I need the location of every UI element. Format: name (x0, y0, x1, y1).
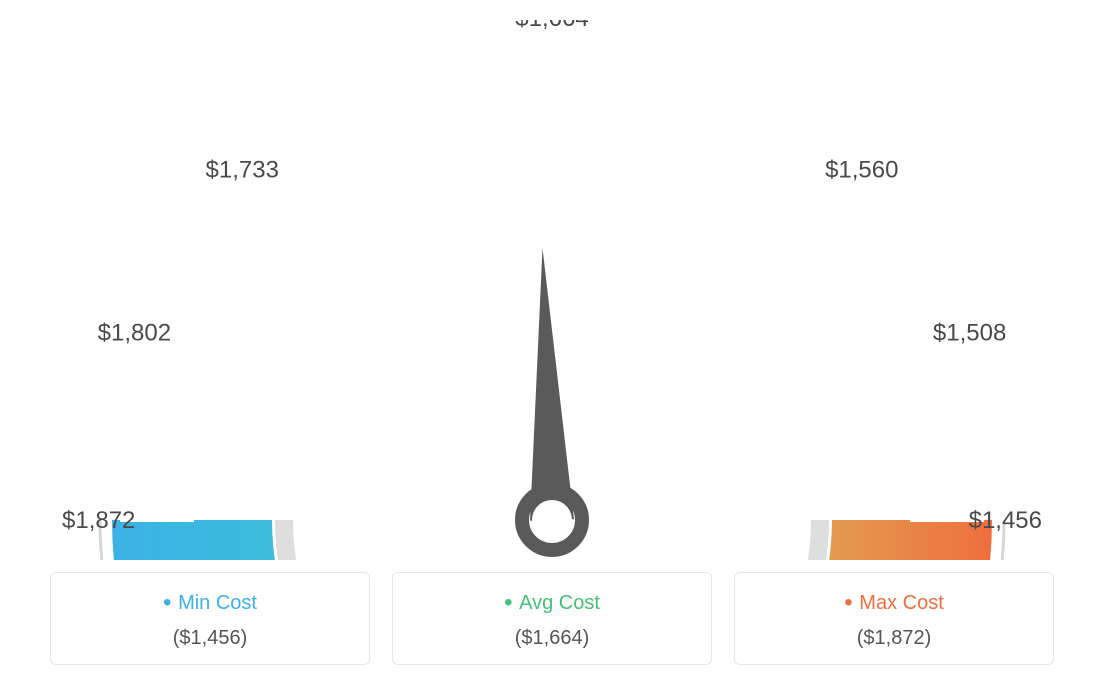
tick-minor (202, 267, 238, 293)
gauge-svg: $1,456 $1,508 $1,560 $1,664 $1,733 $1,802 $1,8… (42, 20, 1062, 560)
tick-minor (140, 389, 182, 402)
legend-avg-value: ($1,664) (393, 627, 711, 650)
tick-minor (121, 487, 165, 490)
legend-max-value: ($1,872) (735, 627, 1053, 650)
tick-minor (867, 267, 903, 293)
legend-min-value: ($1,456) (51, 627, 369, 650)
tick-major (247, 215, 299, 267)
gauge-chart: $1,456 $1,508 $1,560 $1,664 $1,733 $1,802 $1,8… (42, 20, 1062, 560)
tick-major (805, 215, 857, 267)
tick-minor (672, 109, 686, 151)
tick-minor (939, 487, 983, 490)
tick-label: $1,456 (969, 507, 1042, 534)
tick-label: $1,508 (933, 319, 1006, 346)
tick-minor (922, 389, 964, 402)
tick-minor (728, 135, 748, 174)
legend-card-min: Min Cost ($1,456) (50, 572, 370, 665)
legend-max-label: Max Cost (735, 589, 1053, 617)
tick-minor (484, 93, 491, 136)
tick-major (151, 358, 220, 386)
legend-avg-label: Avg Cost (393, 589, 711, 617)
tick-minor (847, 240, 881, 269)
tick-label: $1,802 (98, 319, 171, 346)
tick-minor (613, 93, 620, 136)
legend-min-label: Min Cost (51, 589, 369, 617)
needle (530, 248, 574, 521)
tick-minor (884, 296, 922, 319)
tick-minor (356, 135, 376, 174)
tick-minor (935, 454, 978, 461)
tick-major (884, 358, 953, 386)
tick-minor (419, 109, 433, 151)
tick-minor (780, 171, 806, 207)
legend-card-max: Max Cost ($1,872) (734, 572, 1054, 665)
needle-hub-inner (532, 500, 572, 540)
tick-label: $1,872 (62, 507, 135, 534)
tick-minor (298, 171, 324, 207)
tick-minor (182, 296, 220, 319)
tick-minor (223, 240, 257, 269)
tick-label: $1,664 (515, 20, 588, 32)
tick-minor (166, 327, 205, 347)
legend-card-avg: Avg Cost ($1,664) (392, 572, 712, 665)
tick-label: $1,733 (206, 157, 279, 184)
tick-minor (131, 421, 174, 431)
tick-label: $1,560 (825, 157, 898, 184)
tick-minor (930, 421, 973, 431)
legend-row: Min Cost ($1,456) Avg Cost ($1,664) Max … (40, 572, 1064, 665)
tick-minor (125, 454, 168, 461)
